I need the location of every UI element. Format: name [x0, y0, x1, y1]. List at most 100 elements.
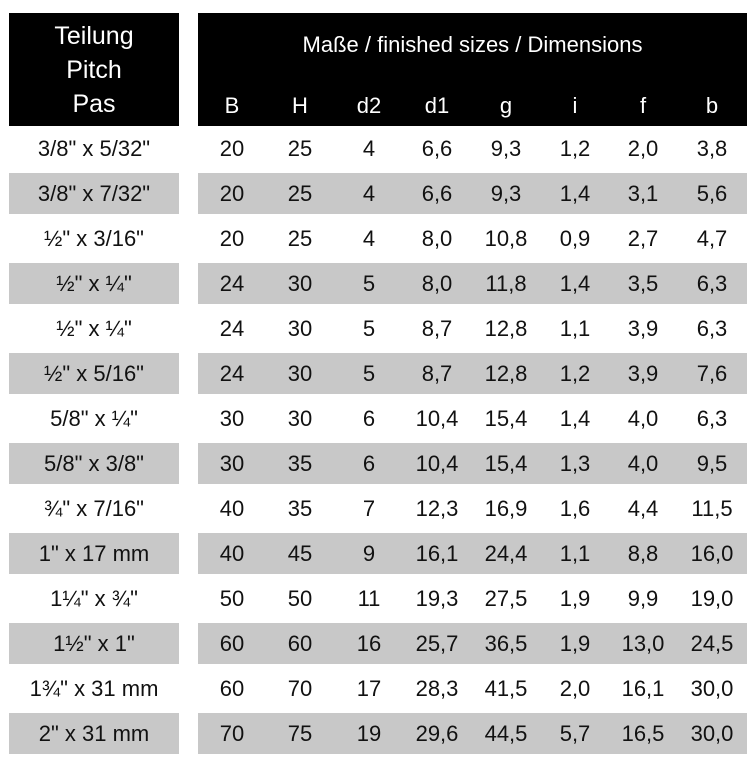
pitch-header-line-en: Pitch	[66, 55, 122, 84]
cell-d1: 8,0	[421, 226, 453, 251]
pitch-cell: 5/8" x ¼"	[50, 406, 138, 431]
cell-b-lower: 9,5	[696, 451, 728, 476]
cell-d1: 28,3	[415, 676, 459, 701]
cell-b: 40	[219, 496, 245, 521]
cell-i: 1,4	[559, 406, 591, 431]
cell-g: 12,8	[484, 361, 528, 386]
column-header-d2: d2	[356, 93, 382, 118]
cell-d2: 19	[356, 721, 382, 746]
cell-f: 16,5	[621, 721, 665, 746]
pitch-cell: 1" x 17 mm	[38, 541, 150, 566]
column-header-i: i	[572, 93, 578, 118]
cell-h: 45	[287, 541, 313, 566]
cell-b-lower: 5,6	[696, 181, 728, 206]
table-row: 2" x 31 mm 70 75 19 29,6 44,5 5,7 16,5 3…	[0, 713, 756, 754]
cell-h: 75	[287, 721, 313, 746]
cell-d2: 4	[362, 181, 376, 206]
cell-h: 30	[287, 316, 313, 341]
cell-g: 12,8	[484, 316, 528, 341]
values-background	[198, 353, 747, 394]
pitch-cell-background	[9, 443, 179, 484]
cell-d1: 16,1	[415, 541, 459, 566]
cell-f: 3,5	[627, 271, 659, 296]
cell-g: 24,4	[484, 541, 528, 566]
cell-f: 4,0	[627, 451, 659, 476]
dimensions-title: Maße / finished sizes / Dimensions	[302, 32, 643, 57]
cell-b: 70	[219, 721, 245, 746]
table-row: 5/8" x 3/8" 30 35 6 10,4 15,4 1,3 4,0 9,…	[0, 443, 756, 484]
cell-b: 20	[219, 226, 245, 251]
table-row: ½" x ¼" 24 30 5 8,7 12,8 1,1 3,9 6,3	[0, 308, 756, 349]
cell-b-lower: 6,3	[696, 316, 728, 341]
cell-b: 24	[219, 361, 245, 386]
cell-d2: 11	[357, 586, 381, 611]
pitch-cell: ½" x ¼"	[56, 271, 132, 296]
cell-i: 1,9	[559, 631, 591, 656]
table-row: 1½" x 1" 60 60 16 25,7 36,5 1,9 13,0 24,…	[0, 623, 756, 664]
table-row: ½" x 5/16" 24 30 5 8,7 12,8 1,2 3,9 7,6	[0, 353, 756, 394]
pitch-cell-background	[9, 173, 179, 214]
column-header-f: f	[639, 93, 647, 118]
values-background	[198, 623, 747, 664]
pitch-cell: 3/8" x 7/32"	[37, 181, 151, 206]
pitch-cell: 5/8" x 3/8"	[43, 451, 144, 476]
cell-h: 25	[287, 181, 313, 206]
pitch-cell-background	[9, 353, 179, 394]
pitch-header-line-de: Teilung	[54, 21, 134, 50]
cell-h: 60	[287, 631, 313, 656]
cell-d2: 4	[362, 136, 376, 161]
cell-g: 15,4	[484, 406, 528, 431]
cell-b: 60	[219, 631, 245, 656]
cell-i: 0,9	[559, 226, 591, 251]
cell-b-lower: 11,5	[691, 496, 733, 521]
values-background	[198, 173, 747, 214]
cell-d1: 6,6	[421, 136, 453, 161]
cell-b-lower: 7,6	[696, 361, 728, 386]
cell-i: 2,0	[559, 676, 591, 701]
pitch-header: Teilung Pitch Pas	[9, 13, 179, 126]
table-row: ½" x 3/16" 20 25 4 8,0 10,8 0,9 2,7 4,7	[0, 218, 756, 259]
cell-h: 50	[287, 586, 313, 611]
table-row: 1¼" x ¾" 50 50 11 19,3 27,5 1,9 9,9 19,0	[0, 578, 756, 619]
cell-f: 9,9	[627, 586, 659, 611]
pitch-cell-background	[9, 623, 179, 664]
cell-d2: 16	[356, 631, 382, 656]
cell-b-lower: 3,8	[696, 136, 728, 161]
values-background	[198, 533, 747, 574]
cell-i: 1,6	[559, 496, 591, 521]
cell-f: 2,0	[627, 136, 659, 161]
cell-b: 20	[219, 181, 245, 206]
pitch-cell: 2" x 31 mm	[38, 721, 150, 746]
cell-g: 27,5	[484, 586, 528, 611]
cell-d2: 5	[362, 271, 376, 296]
cell-i: 1,2	[559, 136, 591, 161]
cell-d1: 6,6	[421, 181, 453, 206]
cell-h: 35	[287, 451, 313, 476]
cell-i: 1,4	[559, 271, 591, 296]
cell-i: 1,4	[559, 181, 591, 206]
cell-h: 30	[287, 406, 313, 431]
column-header-d1: d1	[424, 93, 450, 118]
cell-h: 25	[287, 136, 313, 161]
column-headers: B H d2 d1 g i f b	[198, 91, 747, 121]
column-header-g: g	[499, 93, 513, 118]
cell-b-lower: 30,0	[690, 676, 734, 701]
cell-b-lower: 30,0	[690, 721, 734, 746]
cell-f: 4,4	[627, 496, 659, 521]
cell-h: 70	[287, 676, 313, 701]
cell-d2: 6	[362, 406, 376, 431]
table-row: 5/8" x ¼" 30 30 6 10,4 15,4 1,4 4,0 6,3	[0, 398, 756, 439]
cell-i: 1,9	[559, 586, 591, 611]
pitch-cell: 1¾" x 31 mm	[29, 676, 159, 701]
cell-i: 1,2	[559, 361, 591, 386]
cell-i: 1,3	[559, 451, 591, 476]
pitch-cell-background	[9, 263, 179, 304]
pitch-cell: ½" x 5/16"	[43, 361, 144, 386]
cell-f: 13,0	[621, 631, 665, 656]
cell-g: 10,8	[484, 226, 528, 251]
cell-b: 20	[219, 136, 245, 161]
values-background	[198, 263, 747, 304]
cell-d1: 12,3	[415, 496, 459, 521]
cell-f: 3,9	[627, 361, 659, 386]
cell-f: 8,8	[627, 541, 659, 566]
